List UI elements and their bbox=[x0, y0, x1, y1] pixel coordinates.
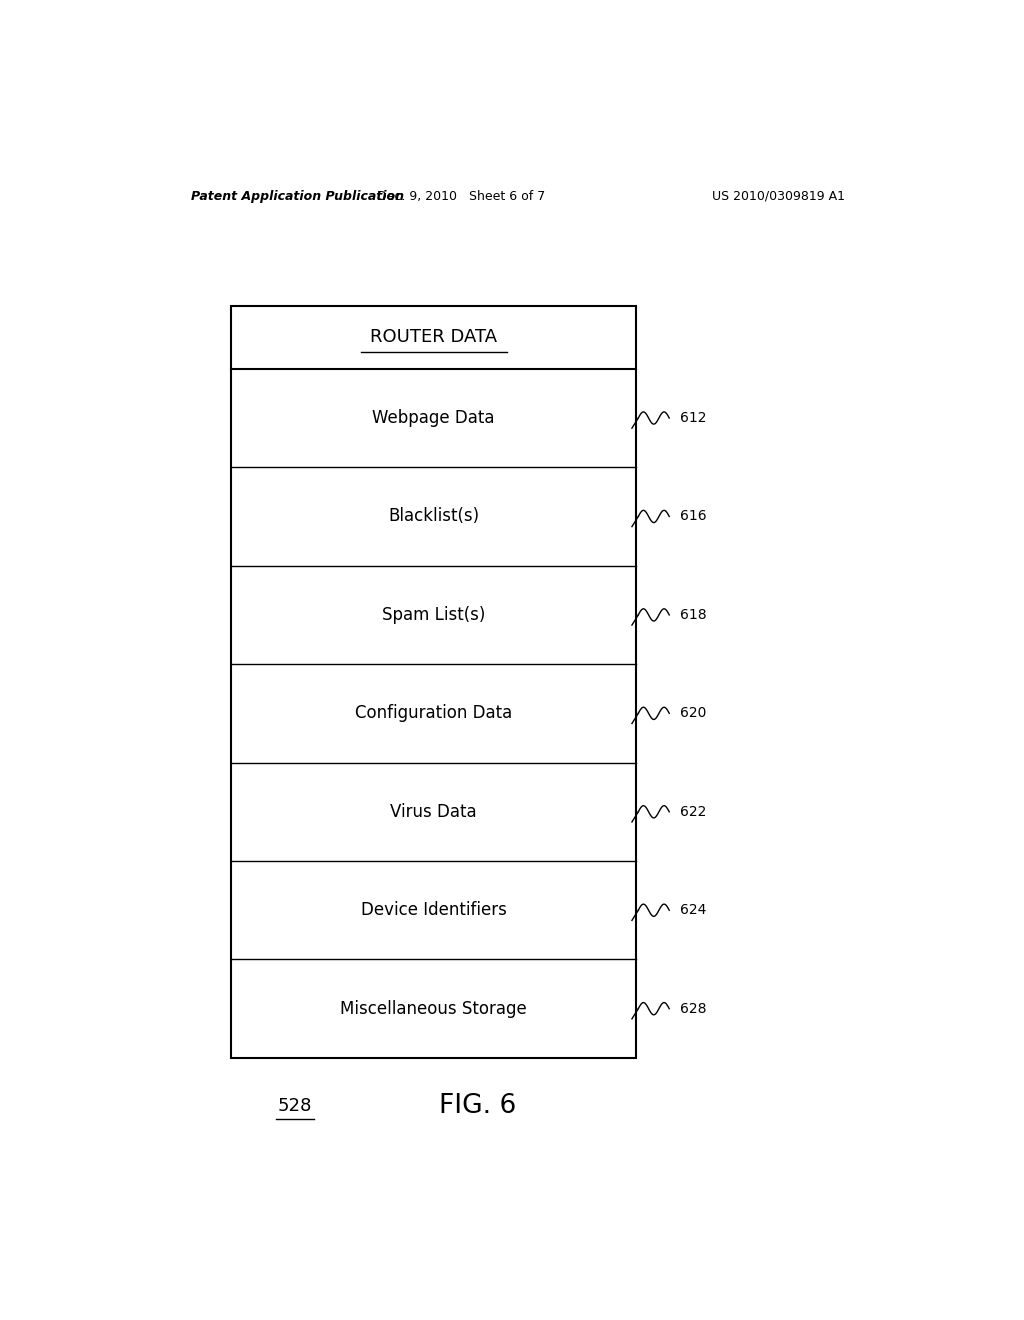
Text: FIG. 6: FIG. 6 bbox=[438, 1093, 516, 1118]
Text: 618: 618 bbox=[680, 609, 707, 622]
Text: 628: 628 bbox=[680, 1002, 707, 1015]
Text: Dec. 9, 2010   Sheet 6 of 7: Dec. 9, 2010 Sheet 6 of 7 bbox=[377, 190, 546, 202]
Text: Device Identifiers: Device Identifiers bbox=[360, 902, 507, 919]
Text: 616: 616 bbox=[680, 510, 707, 524]
Text: Virus Data: Virus Data bbox=[390, 803, 477, 821]
Text: Miscellaneous Storage: Miscellaneous Storage bbox=[340, 999, 527, 1018]
Text: ROUTER DATA: ROUTER DATA bbox=[370, 329, 497, 346]
Text: Patent Application Publication: Patent Application Publication bbox=[191, 190, 404, 202]
Text: US 2010/0309819 A1: US 2010/0309819 A1 bbox=[713, 190, 845, 202]
Text: Spam List(s): Spam List(s) bbox=[382, 606, 485, 624]
Text: 528: 528 bbox=[278, 1097, 312, 1114]
Text: Webpage Data: Webpage Data bbox=[373, 409, 495, 426]
Text: 622: 622 bbox=[680, 805, 706, 818]
Bar bbox=[231, 306, 636, 1057]
Text: 620: 620 bbox=[680, 706, 706, 721]
Text: 624: 624 bbox=[680, 903, 706, 917]
Text: 612: 612 bbox=[680, 411, 707, 425]
Text: Blacklist(s): Blacklist(s) bbox=[388, 507, 479, 525]
Text: Configuration Data: Configuration Data bbox=[355, 705, 512, 722]
